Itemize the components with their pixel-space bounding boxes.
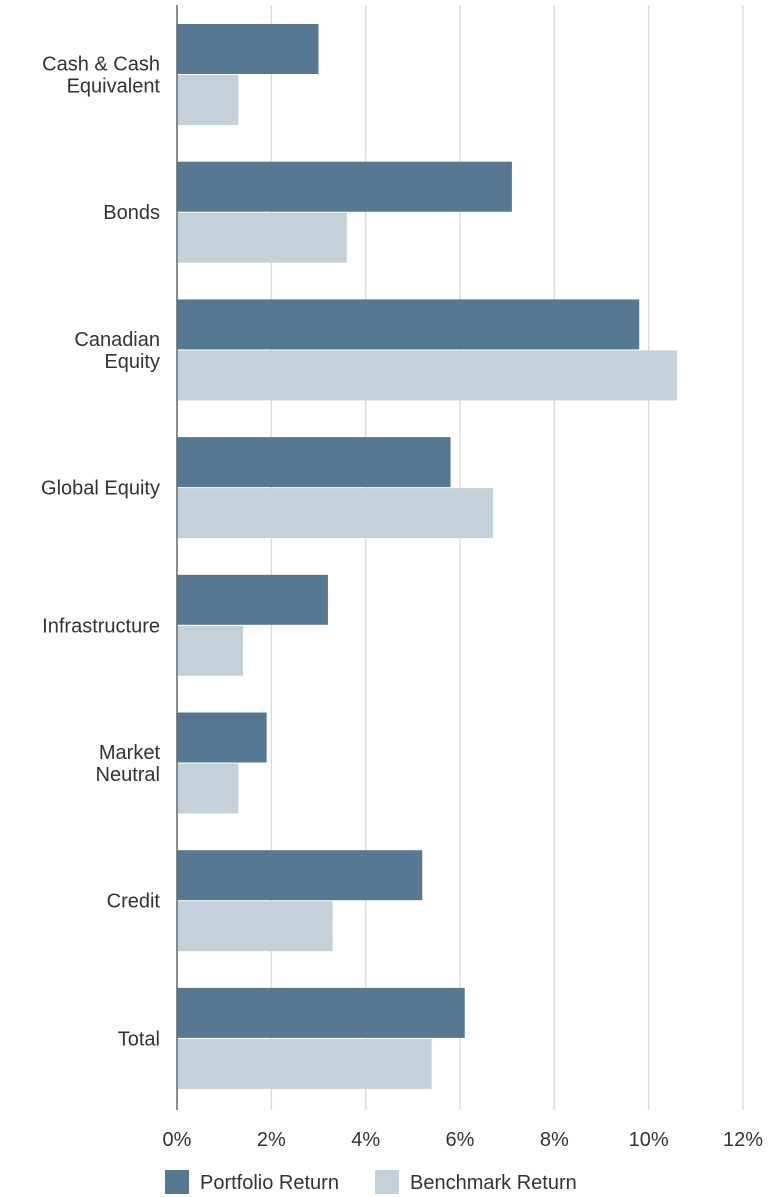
x-tick-labels: 0% 2% 4% 6% 8% 10% 12%: [163, 1129, 764, 1151]
bar-benchmark: [177, 763, 239, 814]
category-label: Total: [118, 1028, 160, 1050]
bar-portfolio: [177, 299, 640, 350]
x-tick-label: 0%: [163, 1129, 192, 1151]
bars: [177, 24, 677, 1089]
category-label: Bonds: [103, 202, 160, 224]
bar-portfolio: [177, 574, 328, 625]
bar-portfolio: [177, 24, 319, 74]
bar-benchmark: [177, 625, 244, 676]
bar-benchmark: [177, 901, 333, 952]
bar-benchmark: [177, 350, 677, 401]
legend: Portfolio Return Benchmark Return: [165, 1170, 577, 1194]
legend-label: Benchmark Return: [410, 1172, 577, 1194]
category-label: Infrastructure: [42, 615, 160, 637]
x-tick-label: 4%: [351, 1129, 380, 1151]
x-tick-label: 10%: [629, 1129, 669, 1151]
bar-benchmark: [177, 1038, 432, 1089]
bar-portfolio: [177, 161, 512, 212]
legend-swatch: [165, 1170, 189, 1194]
x-tick-label: 6%: [446, 1129, 475, 1151]
bar-portfolio: [177, 850, 423, 901]
category-labels: Cash & Cash Equivalent Bonds Canadian Equity…: [41, 54, 160, 1051]
legend-swatch: [375, 1170, 399, 1194]
bar-benchmark: [177, 212, 347, 263]
x-tick-label: 2%: [257, 1129, 286, 1151]
legend-label: Portfolio Return: [200, 1172, 339, 1194]
category-label: Credit: [107, 891, 161, 913]
category-label: Cash & Cash Equivalent: [42, 54, 160, 98]
bar-portfolio: [177, 437, 451, 488]
bar-portfolio: [177, 712, 267, 763]
bar-benchmark: [177, 75, 239, 125]
bar-benchmark: [177, 488, 494, 539]
x-tick-label: 8%: [540, 1129, 569, 1151]
bar-portfolio: [177, 987, 465, 1038]
x-tick-label: 12%: [723, 1129, 763, 1151]
category-label: Canadian Equity: [74, 329, 160, 373]
category-label: Market Neutral: [96, 742, 161, 786]
category-label: Global Equity: [41, 478, 160, 500]
